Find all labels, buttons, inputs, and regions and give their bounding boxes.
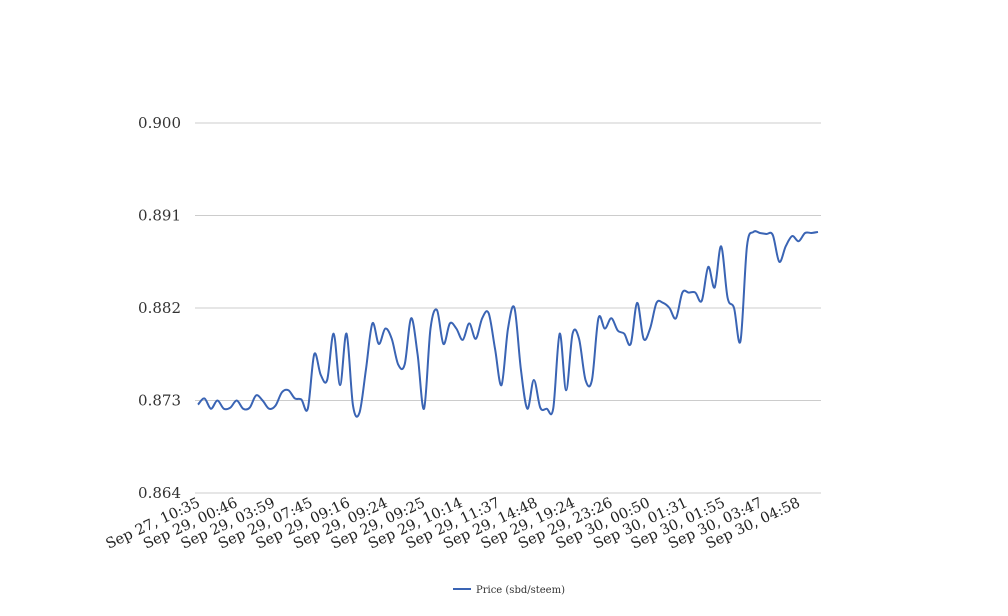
y-tick-label: 0.864 (138, 484, 181, 502)
legend: Price (sbd/steem) (453, 585, 565, 596)
y-tick-label: 0.882 (138, 299, 181, 317)
y-axis-ticks: 0.900 0.891 0.882 0.873 0.864 (138, 114, 181, 502)
y-tick-label: 0.900 (138, 114, 181, 132)
y-tick-label: 0.891 (138, 207, 181, 225)
y-tick-label: 0.873 (138, 392, 181, 410)
series-line-price (197, 230, 819, 418)
legend-label: Price (sbd/steem) (476, 585, 565, 596)
series-layer (197, 230, 819, 418)
grid-layer (195, 122, 821, 494)
